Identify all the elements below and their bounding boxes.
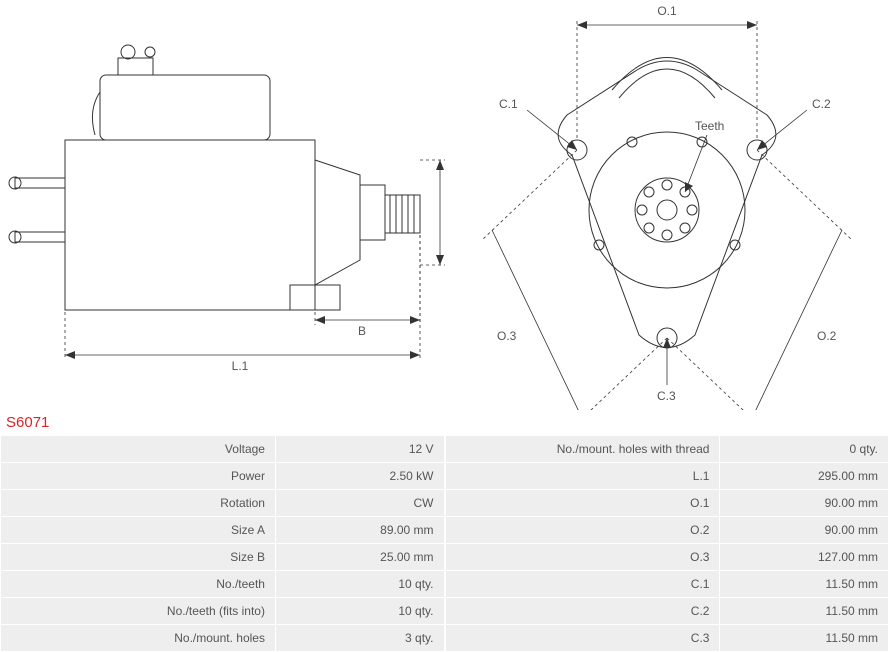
spec-value: 11.50 mm <box>720 598 889 625</box>
spec-label: C.3 <box>445 625 720 652</box>
spec-value: 2.50 kW <box>275 463 444 490</box>
table-row: No./mount. holes with thread0 qty. <box>445 436 889 463</box>
table-row: Voltage12 V <box>1 436 445 463</box>
table-row: C.211.50 mm <box>445 598 889 625</box>
spec-label: O.3 <box>445 544 720 571</box>
table-row: O.3127.00 mm <box>445 544 889 571</box>
spec-table-right: No./mount. holes with thread0 qty.L.1295… <box>445 435 889 652</box>
spec-label: No./mount. holes <box>1 625 276 652</box>
table-row: C.311.50 mm <box>445 625 889 652</box>
dim-C3-label: C.3 <box>657 389 676 403</box>
front-view-diagram: O.1 O.2 O.3 C.1 C.2 <box>445 0 889 410</box>
spec-label: Size A <box>1 517 276 544</box>
table-row: O.290.00 mm <box>445 517 889 544</box>
table-row: Size A89.00 mm <box>1 517 445 544</box>
spec-label: Size B <box>1 544 276 571</box>
table-row: RotationCW <box>1 490 445 517</box>
spec-label: No./mount. holes with thread <box>445 436 720 463</box>
spec-label: Power <box>1 463 276 490</box>
side-view-diagram: A B L.1 <box>0 0 445 410</box>
spec-table-left: Voltage12 VPower2.50 kWRotationCWSize A8… <box>0 435 445 652</box>
spec-label: O.1 <box>445 490 720 517</box>
spec-value: 25.00 mm <box>275 544 444 571</box>
part-number: S6071 <box>0 410 889 435</box>
table-row: Size B25.00 mm <box>1 544 445 571</box>
spec-value: 127.00 mm <box>720 544 889 571</box>
dim-O3-label: O.3 <box>497 329 517 343</box>
spec-label: Voltage <box>1 436 276 463</box>
spec-label: No./teeth <box>1 571 276 598</box>
spec-label: L.1 <box>445 463 720 490</box>
spec-value: 3 qty. <box>275 625 444 652</box>
spec-value: 10 qty. <box>275 598 444 625</box>
spec-label: No./teeth (fits into) <box>1 598 276 625</box>
spec-value: 11.50 mm <box>720 571 889 598</box>
spec-value: CW <box>275 490 444 517</box>
spec-value: 11.50 mm <box>720 625 889 652</box>
spec-label: O.2 <box>445 517 720 544</box>
spec-value: 0 qty. <box>720 436 889 463</box>
spec-value: 89.00 mm <box>275 517 444 544</box>
table-row: No./teeth10 qty. <box>1 571 445 598</box>
dim-L1-label: L.1 <box>232 359 249 373</box>
spec-label: Rotation <box>1 490 276 517</box>
spec-value: 12 V <box>275 436 444 463</box>
teeth-label: Teeth <box>695 119 724 133</box>
table-row: L.1295.00 mm <box>445 463 889 490</box>
table-row: Power2.50 kW <box>1 463 445 490</box>
spec-value: 90.00 mm <box>720 490 889 517</box>
dim-B-label: B <box>358 324 366 338</box>
diagram-area: A B L.1 <box>0 0 889 410</box>
dim-O2-label: O.2 <box>817 329 837 343</box>
spec-label: C.2 <box>445 598 720 625</box>
dim-C2-label: C.2 <box>812 97 831 111</box>
dim-C1-label: C.1 <box>499 97 518 111</box>
spec-value: 295.00 mm <box>720 463 889 490</box>
spec-value: 10 qty. <box>275 571 444 598</box>
table-row: O.190.00 mm <box>445 490 889 517</box>
spec-tables: Voltage12 VPower2.50 kWRotationCWSize A8… <box>0 435 889 652</box>
table-row: No./teeth (fits into)10 qty. <box>1 598 445 625</box>
table-row: C.111.50 mm <box>445 571 889 598</box>
spec-value: 90.00 mm <box>720 517 889 544</box>
table-row: No./mount. holes3 qty. <box>1 625 445 652</box>
dim-O1-label: O.1 <box>657 4 677 18</box>
spec-label: C.1 <box>445 571 720 598</box>
